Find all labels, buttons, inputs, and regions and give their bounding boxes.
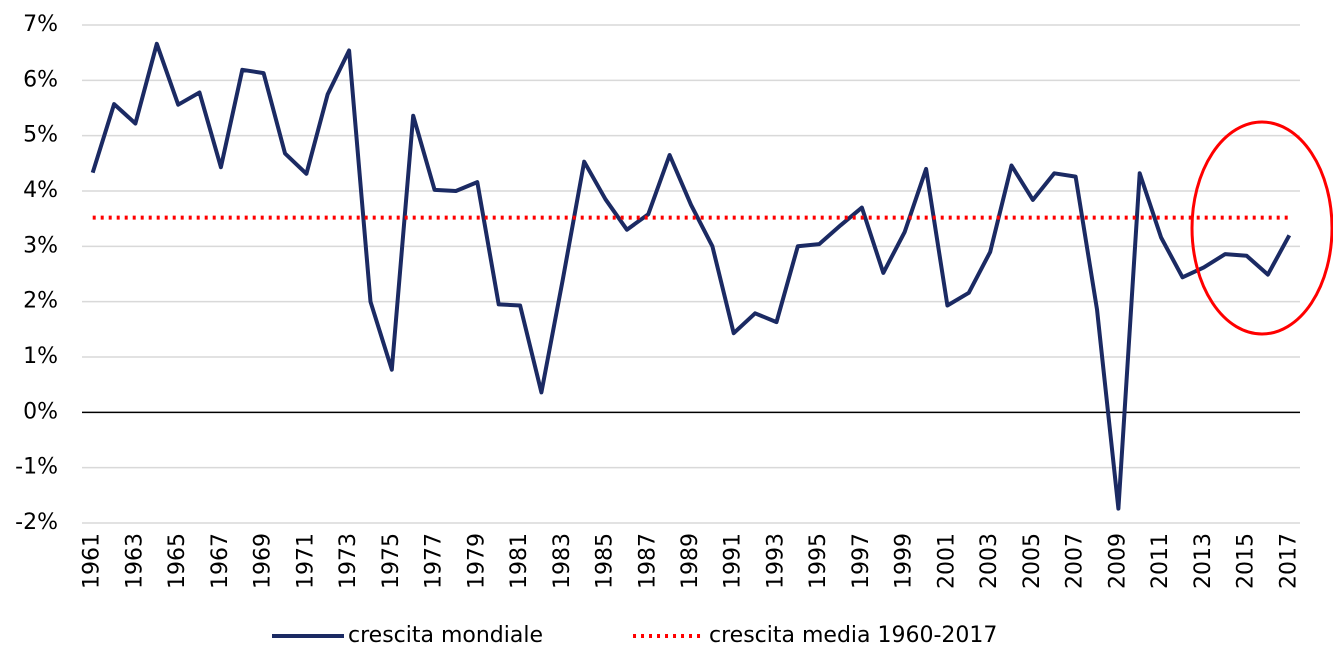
x-tick-label: 1979 [464,533,489,589]
y-tick-label: 7% [23,12,58,37]
x-tick-label: 1965 [165,533,190,589]
x-tick-label: 2007 [1063,533,1088,589]
y-tick-label: 1% [23,344,58,369]
y-tick-label: -1% [15,455,58,480]
x-tick-label: 1985 [593,533,618,589]
x-tick-label: 1977 [422,533,447,589]
x-tick-label: 1971 [293,533,318,589]
x-tick-label: 1989 [678,533,703,589]
x-tick-label: 1973 [336,533,361,589]
legend-label: crescita mondiale [348,623,543,648]
x-tick-label: 1997 [849,533,874,589]
x-tick-label: 2003 [977,533,1002,589]
x-tick-label: 1993 [763,533,788,589]
grid [82,24,1300,524]
x-tick-label: 2005 [1020,533,1045,589]
x-tick-label: 1995 [806,533,831,589]
y-tick-label: 5% [23,123,58,148]
x-tick-label: 1991 [721,533,746,589]
x-tick-label: 1963 [122,533,147,589]
x-tick-label: 1987 [635,533,660,589]
x-tick-label: 1983 [550,533,575,589]
x-tick-label: 2015 [1234,533,1259,589]
x-tick-label: 1999 [892,533,917,589]
y-tick-label: 4% [23,178,58,203]
highlight-ellipse [1190,120,1333,336]
y-tick-label: -2% [15,510,58,535]
y-tick-label: 3% [23,233,58,258]
x-tick-label: 2017 [1276,533,1301,589]
x-tick-label: 2011 [1148,533,1173,589]
x-tick-label: 2013 [1191,533,1216,589]
x-tick-label: 1975 [379,533,404,589]
legend-label: crescita media 1960-2017 [709,623,997,648]
series-line [90,41,1292,511]
x-tick-label: 1981 [507,533,532,589]
plot [90,41,1292,511]
x-tick-label: 2001 [934,533,959,589]
x-tick-label: 1961 [80,533,105,589]
x-tick-label: 1969 [251,533,276,589]
y-tick-label: 0% [23,399,58,424]
x-tick-label: 2009 [1105,533,1130,589]
y-tick-label: 6% [23,67,58,92]
x-tick-label: 1967 [208,533,233,589]
y-tick-label: 2% [23,289,58,314]
